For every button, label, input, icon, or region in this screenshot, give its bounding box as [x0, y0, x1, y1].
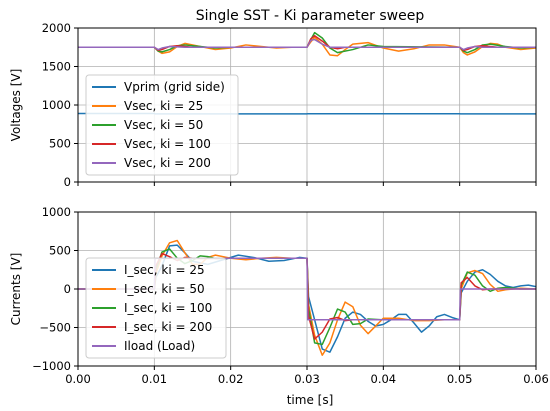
legend-label: I_sec, ki = 200	[124, 320, 212, 334]
legend-label: I_sec, ki = 25	[124, 263, 205, 277]
y-axis-label: Voltages [V]	[9, 69, 23, 142]
legend-label: Vsec, ki = 50	[124, 118, 203, 132]
legend-label: I_sec, ki = 50	[124, 282, 205, 296]
legend	[85, 257, 227, 359]
x-tick-label: 0.00	[65, 372, 91, 386]
y-axis-label: Currents [V]	[9, 253, 23, 326]
legend-label: Vsec, ki = 200	[124, 156, 211, 170]
legend	[85, 74, 239, 176]
x-tick-label: 0.03	[294, 372, 320, 386]
y-tick-label: −500	[39, 321, 71, 335]
y-tick-label: 2000	[42, 21, 71, 35]
x-tick-label: 0.01	[142, 372, 168, 386]
y-tick-label: 0	[64, 175, 71, 189]
y-tick-label: 0	[64, 282, 71, 296]
series-line-4	[78, 38, 536, 51]
y-tick-label: −1000	[32, 359, 71, 373]
y-tick-label: 1000	[42, 98, 71, 112]
legend-label: Vsec, ki = 25	[124, 99, 203, 113]
legend-label: Vprim (grid side)	[124, 80, 225, 94]
x-axis-label: time [s]	[287, 393, 334, 407]
y-tick-label: 1000	[42, 205, 71, 219]
voltages-plot: 0 500 1000 1500 2000 Voltages [V] Vprim (grid …	[9, 21, 537, 189]
x-tick-label: 0.06	[523, 372, 549, 386]
series-line-3	[78, 252, 536, 340]
legend-label: Vsec, ki = 100	[124, 137, 211, 151]
y-tick-label: 500	[49, 137, 71, 151]
y-tick-label: 500	[49, 244, 71, 258]
currents-plot: −1000 −500 0 500 1000 0.00 0.01 0.02 0.03 0.04 0.0…	[9, 205, 549, 386]
x-tick-label: 0.04	[371, 372, 397, 386]
legend-label: I_sec, ki = 100	[124, 301, 212, 315]
x-tick-label: 0.02	[218, 372, 244, 386]
chart-title: Single SST - Ki parameter sweep	[196, 8, 425, 24]
y-tick-label: 1500	[42, 60, 71, 74]
legend-label: Iload (Load)	[124, 339, 195, 353]
series-line-1	[78, 36, 536, 57]
x-tick-label: 0.05	[447, 372, 473, 386]
